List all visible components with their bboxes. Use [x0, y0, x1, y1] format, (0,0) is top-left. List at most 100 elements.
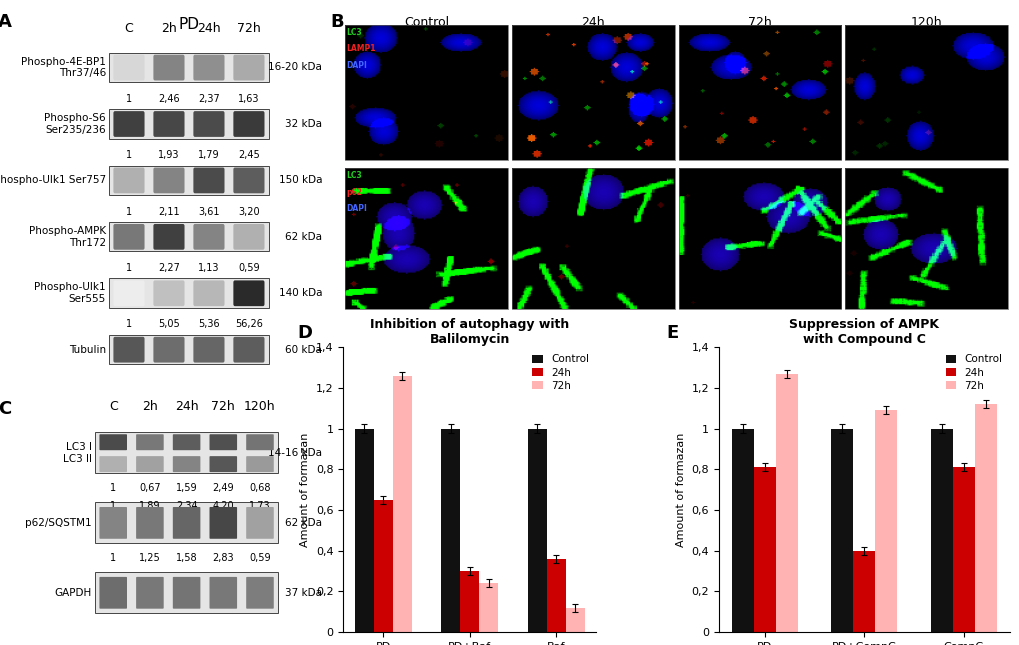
Text: E: E	[665, 324, 678, 342]
Text: 1,59: 1,59	[175, 483, 198, 493]
Legend: Control, 24h, 72h: Control, 24h, 72h	[530, 352, 591, 393]
Bar	[753, 467, 775, 632]
Text: Phospho-4E-BP1
Thr37/46: Phospho-4E-BP1 Thr37/46	[21, 57, 106, 78]
Text: 120h: 120h	[910, 16, 942, 29]
FancyBboxPatch shape	[194, 111, 224, 137]
Text: Phospho-Ulk1 Ser757: Phospho-Ulk1 Ser757	[0, 175, 106, 185]
Bar	[109, 279, 269, 308]
Bar	[345, 168, 507, 309]
FancyBboxPatch shape	[113, 337, 145, 362]
Y-axis label: Amount of formazan: Amount of formazan	[301, 432, 310, 547]
Text: 2h: 2h	[161, 23, 176, 35]
FancyBboxPatch shape	[233, 224, 264, 250]
Text: 4,20: 4,20	[212, 501, 234, 511]
Title: Suppression of AMPK
with Compound C: Suppression of AMPK with Compound C	[789, 318, 938, 346]
Text: 1: 1	[125, 206, 131, 217]
FancyBboxPatch shape	[233, 55, 264, 81]
Text: LC3: LC3	[346, 28, 362, 37]
Text: 2,45: 2,45	[237, 150, 260, 160]
Text: 1,63: 1,63	[238, 94, 260, 104]
Text: 1,58: 1,58	[175, 553, 198, 563]
Text: 1: 1	[110, 501, 116, 511]
Text: A: A	[0, 13, 11, 31]
Bar	[845, 25, 1007, 159]
FancyBboxPatch shape	[246, 577, 273, 609]
Text: 72h: 72h	[747, 16, 771, 29]
Bar	[566, 608, 584, 632]
FancyBboxPatch shape	[113, 111, 145, 137]
Text: 2,11: 2,11	[158, 206, 179, 217]
FancyBboxPatch shape	[172, 577, 200, 609]
FancyBboxPatch shape	[209, 577, 236, 609]
FancyBboxPatch shape	[246, 434, 273, 450]
FancyBboxPatch shape	[172, 434, 200, 450]
Text: 2,49: 2,49	[212, 483, 234, 493]
Text: 1: 1	[125, 319, 131, 330]
FancyBboxPatch shape	[194, 337, 224, 362]
Bar	[109, 335, 269, 364]
FancyBboxPatch shape	[172, 456, 200, 472]
Bar	[392, 375, 412, 632]
Text: 120h: 120h	[244, 401, 275, 413]
Bar	[374, 500, 392, 632]
FancyBboxPatch shape	[136, 434, 163, 450]
FancyBboxPatch shape	[172, 507, 200, 539]
Text: 2h: 2h	[142, 401, 158, 413]
Bar	[95, 572, 278, 613]
Bar	[109, 222, 269, 252]
Y-axis label: Amount of formazan: Amount of formazan	[676, 432, 685, 547]
Text: 3,20: 3,20	[237, 206, 260, 217]
Legend: Control, 24h, 72h: Control, 24h, 72h	[943, 352, 1004, 393]
Bar	[930, 428, 952, 632]
Text: 1: 1	[110, 553, 116, 563]
Text: PD: PD	[178, 17, 200, 32]
Bar	[678, 168, 841, 309]
FancyBboxPatch shape	[153, 224, 184, 250]
Text: 140 kDa: 140 kDa	[278, 288, 322, 298]
Text: 1: 1	[125, 150, 131, 160]
Bar	[830, 428, 853, 632]
Text: 37 kDa: 37 kDa	[285, 588, 322, 597]
FancyBboxPatch shape	[113, 224, 145, 250]
Bar	[512, 168, 674, 309]
Text: 1: 1	[125, 263, 131, 273]
Text: 72h: 72h	[211, 401, 235, 413]
FancyBboxPatch shape	[246, 507, 273, 539]
Text: 62 kDa: 62 kDa	[285, 518, 322, 528]
Text: 5,05: 5,05	[158, 319, 179, 330]
Text: DAPI: DAPI	[346, 61, 367, 70]
Text: 24h: 24h	[174, 401, 199, 413]
Text: 72h: 72h	[236, 23, 261, 35]
Text: 1,93: 1,93	[158, 150, 179, 160]
Bar	[853, 551, 874, 632]
FancyBboxPatch shape	[233, 168, 264, 194]
Text: Phospho-Ulk1
Ser555: Phospho-Ulk1 Ser555	[35, 283, 106, 304]
Bar	[95, 502, 278, 543]
Text: 0,59: 0,59	[237, 263, 260, 273]
Text: 0,68: 0,68	[249, 483, 270, 493]
Text: DAPI: DAPI	[346, 204, 367, 213]
Text: 150 kDa: 150 kDa	[278, 175, 322, 185]
Text: C: C	[0, 400, 11, 417]
Text: 1: 1	[125, 94, 131, 104]
FancyBboxPatch shape	[209, 456, 236, 472]
Text: 2,34: 2,34	[175, 501, 198, 511]
Bar	[952, 467, 974, 632]
Text: 16-20 kDa: 16-20 kDa	[268, 63, 322, 72]
Bar	[109, 109, 269, 139]
Text: 5,36: 5,36	[198, 319, 219, 330]
FancyBboxPatch shape	[233, 281, 264, 306]
FancyBboxPatch shape	[153, 337, 184, 362]
FancyBboxPatch shape	[136, 456, 163, 472]
Bar	[479, 583, 498, 632]
Text: Control: Control	[404, 16, 448, 29]
Text: 56,26: 56,26	[234, 319, 263, 330]
Bar	[527, 428, 546, 632]
Text: 3,61: 3,61	[198, 206, 219, 217]
FancyBboxPatch shape	[233, 337, 264, 362]
Text: 60 kDa: 60 kDa	[285, 344, 322, 355]
FancyBboxPatch shape	[99, 577, 127, 609]
Text: 1,13: 1,13	[198, 263, 219, 273]
Text: GAPDH: GAPDH	[54, 588, 92, 597]
Text: 1,73: 1,73	[249, 501, 270, 511]
